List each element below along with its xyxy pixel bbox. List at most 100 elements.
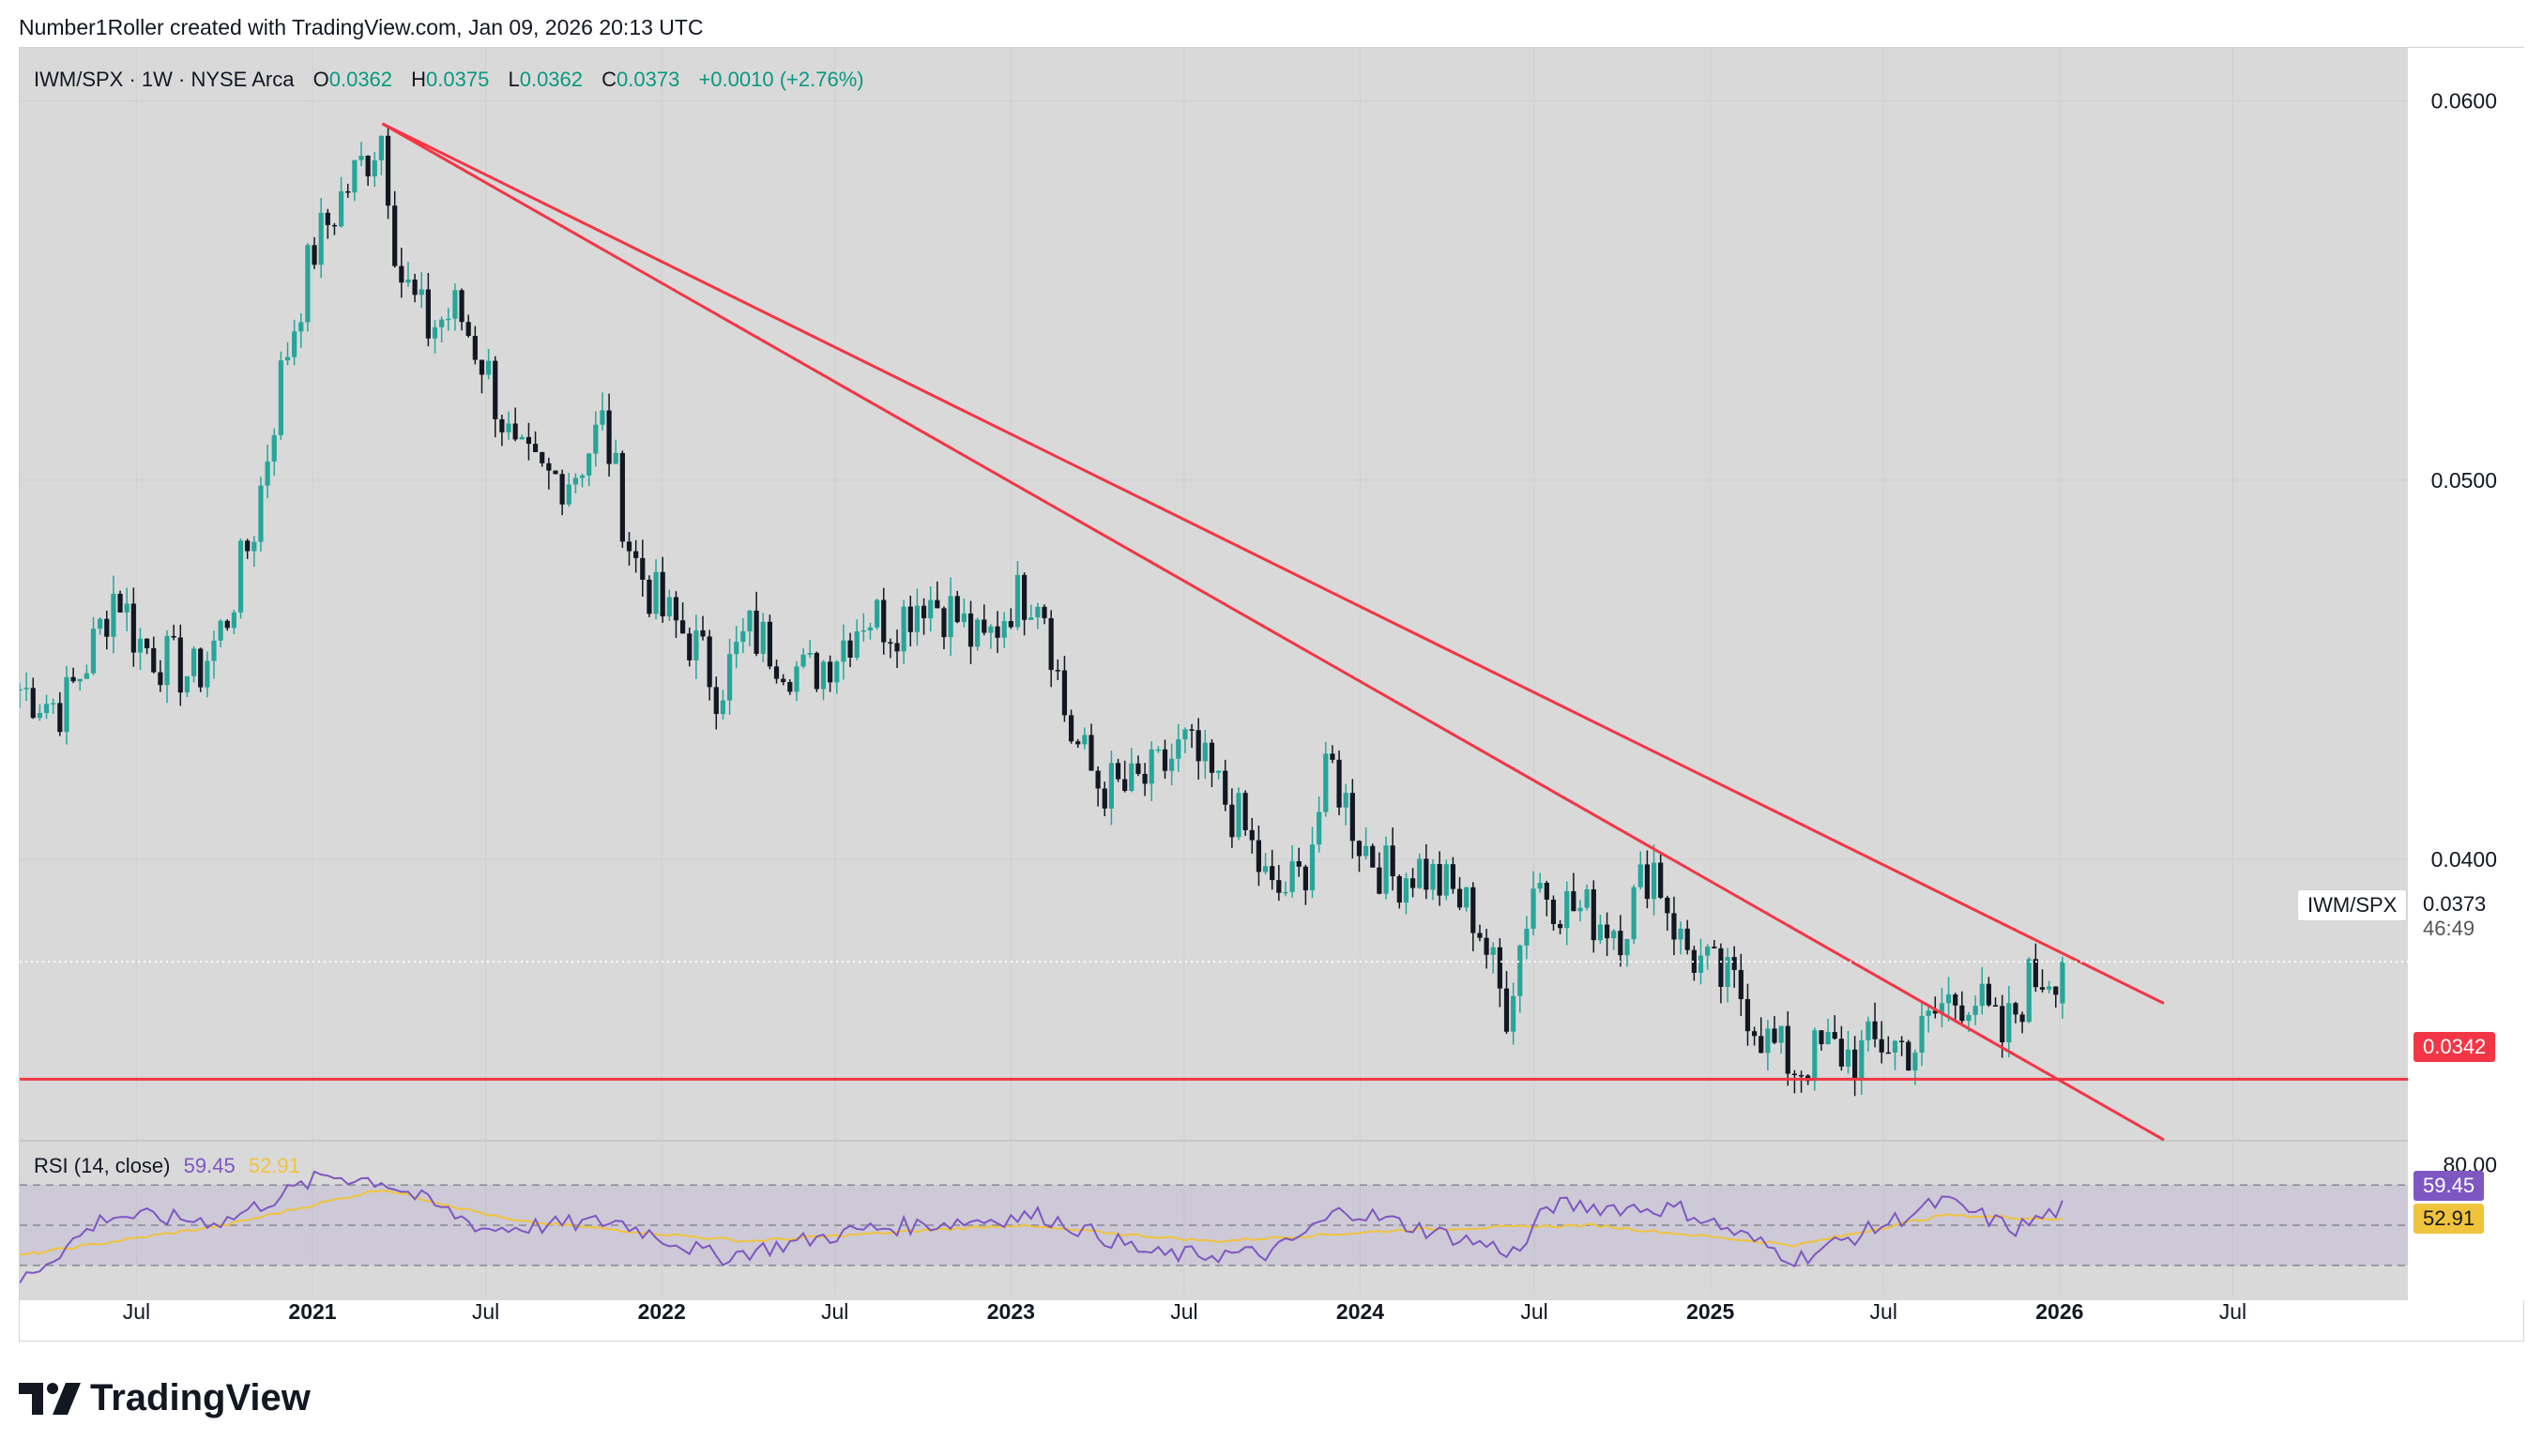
- candle-body: [660, 571, 665, 616]
- candle-body: [479, 359, 485, 375]
- candle-body: [888, 642, 893, 645]
- last-price-tag: 0.0373 46:49: [2414, 889, 2517, 944]
- candle-body: [258, 485, 264, 542]
- chart-canvas[interactable]: Jul 2021 Jul 2022 Jul 2023 Jul 2024 Jul 2025 Jul 20…: [20, 48, 2525, 1342]
- rsi-legend: RSI (14, close) 59.45 52.91: [34, 1154, 300, 1178]
- candle-body: [51, 703, 56, 705]
- candle-body: [1430, 864, 1436, 890]
- candle-body: [1048, 617, 1054, 671]
- candle-body: [1061, 670, 1068, 716]
- candle-body: [525, 436, 532, 445]
- candle-body: [740, 630, 746, 643]
- candle-body: [988, 626, 994, 633]
- candle-body: [820, 661, 827, 690]
- candle-body: [1845, 1049, 1851, 1067]
- candle-body: [700, 629, 706, 637]
- candle-body: [137, 638, 144, 653]
- candle-body: [23, 688, 29, 690]
- brand-name: TradingView: [90, 1377, 311, 1418]
- candle-body: [613, 452, 618, 464]
- candle-body: [1470, 887, 1476, 933]
- last-price-value: 0.0373: [2423, 892, 2487, 916]
- candle-body: [271, 434, 277, 463]
- candle-body: [158, 672, 163, 686]
- candle-body: [1819, 1030, 1824, 1045]
- candle-body: [854, 630, 860, 658]
- candle-body: [1443, 864, 1449, 896]
- candle-body: [800, 654, 806, 667]
- candle-body: [486, 360, 492, 375]
- candle-body: [540, 451, 545, 463]
- candle-body: [1511, 995, 1516, 1032]
- candle-body: [967, 613, 974, 647]
- symbol-title: IWM/SPX · 1W · NYSE Arca: [34, 68, 295, 91]
- candle-body: [1396, 875, 1402, 903]
- candle-body: [77, 678, 83, 682]
- candle-body: [419, 289, 424, 296]
- candle-body: [914, 605, 921, 632]
- candle-body: [559, 474, 565, 505]
- candle-body: [1885, 1052, 1891, 1054]
- candle-body: [184, 675, 190, 693]
- candle-body: [117, 593, 123, 613]
- candle-body: [566, 484, 571, 505]
- change-value: +0.0010 (+2.76%): [698, 68, 864, 91]
- y-tick-label: 0.0500: [2431, 468, 2497, 493]
- candle-body: [124, 603, 129, 613]
- candle-body: [1022, 574, 1028, 620]
- candle-body: [1879, 1039, 1884, 1053]
- chart-frame[interactable]: Jul 2021 Jul 2022 Jul 2023 Jul 2024 Jul 2025 Jul 20…: [19, 47, 2525, 1342]
- x-tick-label: Jul: [472, 1299, 499, 1324]
- candle-body: [378, 135, 385, 160]
- candle-body: [1906, 1041, 1911, 1071]
- candle-body: [198, 648, 204, 688]
- candle-body: [506, 423, 511, 432]
- candle-body: [1390, 845, 1395, 876]
- candle-body: [747, 610, 753, 631]
- candle-body: [512, 423, 518, 440]
- candle-body: [1202, 742, 1208, 762]
- candle-body: [1986, 983, 1992, 1006]
- candle-body: [928, 599, 934, 618]
- candle-body: [1611, 931, 1617, 939]
- candle-body: [358, 156, 364, 160]
- candle-body: [1129, 763, 1134, 792]
- candle-body: [151, 647, 157, 673]
- candle-body: [278, 360, 283, 435]
- candle-body: [1283, 891, 1288, 894]
- candle-body: [1852, 1049, 1858, 1079]
- candle-body: [834, 661, 840, 683]
- candle-body: [760, 621, 766, 654]
- candle-body: [1456, 888, 1463, 908]
- price-axis-background: [2408, 48, 2525, 1300]
- candle-body: [1865, 1021, 1871, 1040]
- candle-body: [1330, 753, 1335, 760]
- tradingview-logo[interactable]: TradingView: [19, 1377, 311, 1419]
- candle-body: [1912, 1053, 1918, 1071]
- candle-body: [680, 620, 686, 634]
- candle-body: [1631, 887, 1637, 940]
- candle-body: [70, 676, 76, 682]
- candle-body: [284, 356, 291, 361]
- candle-body: [1859, 1039, 1865, 1079]
- candle-body: [20, 689, 23, 691]
- candle-body: [1215, 770, 1222, 773]
- candle-body: [1162, 749, 1168, 771]
- candle-body: [472, 336, 478, 360]
- candle-body: [1176, 739, 1181, 759]
- rsi-title: RSI (14, close): [34, 1154, 171, 1177]
- candle-body: [1262, 866, 1269, 872]
- close-value: 0.0373: [617, 68, 680, 91]
- candle-body: [1517, 945, 1523, 996]
- candle-body: [37, 713, 43, 719]
- candle-body: [841, 640, 846, 662]
- candle-body: [606, 410, 612, 464]
- candle-body: [1169, 758, 1175, 771]
- candle-body: [754, 610, 759, 654]
- candle-body: [2000, 1006, 2005, 1043]
- candle-body: [90, 629, 97, 674]
- candle-body: [881, 599, 887, 643]
- candle-body: [1972, 1006, 1978, 1015]
- x-tick-label: Jul: [821, 1299, 848, 1324]
- candle-body: [948, 596, 953, 638]
